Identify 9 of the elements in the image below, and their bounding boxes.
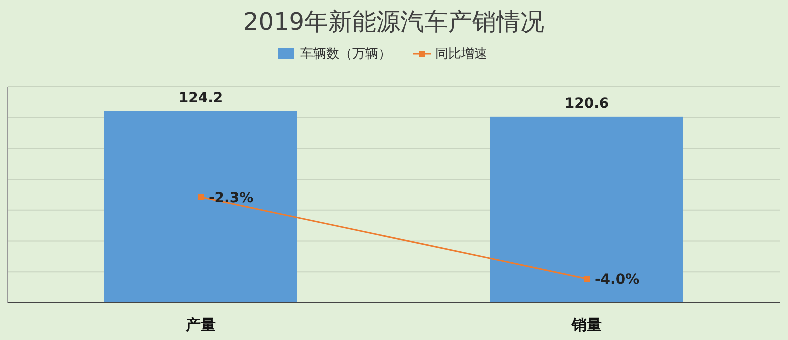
data-label: 120.6 bbox=[564, 96, 610, 112]
x-tick-label: 产量 bbox=[185, 316, 216, 334]
legend-label: 车辆数（万辆） bbox=[300, 47, 392, 62]
legend-label: 同比增速 bbox=[436, 47, 488, 62]
x-tick-label: 销量 bbox=[571, 316, 602, 334]
data-label: 124.2 bbox=[178, 90, 224, 106]
data-label: -4.0% bbox=[595, 272, 640, 288]
chart-title: 2019年新能源汽车产销情况 bbox=[243, 8, 545, 36]
data-label: -2.3% bbox=[209, 190, 254, 206]
